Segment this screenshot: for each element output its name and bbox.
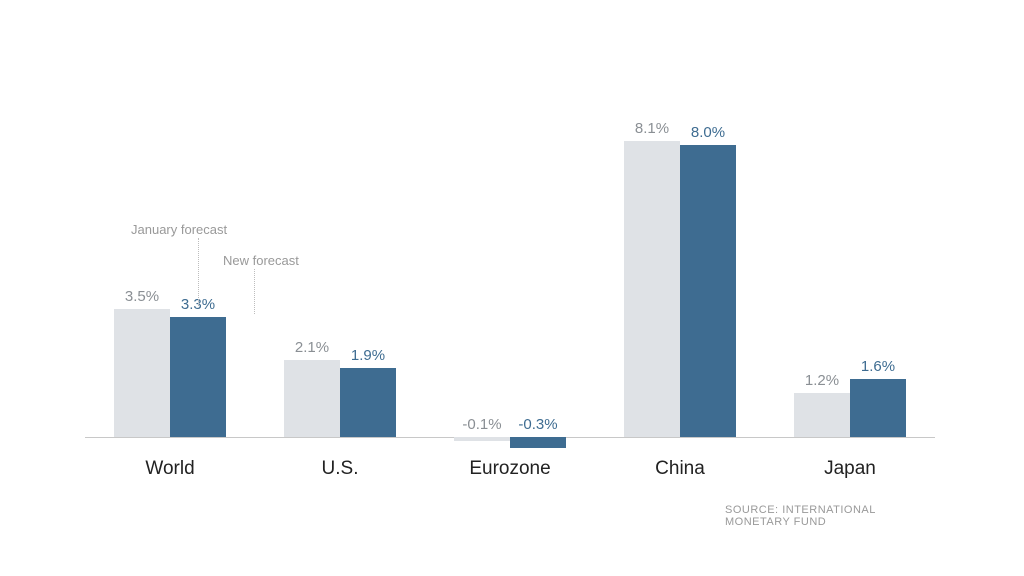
- source-prefix: SOURCE:: [725, 504, 782, 516]
- legend-leader-new: [254, 269, 255, 314]
- bar-new: [850, 379, 906, 437]
- category-label: Japan: [765, 458, 935, 480]
- bar-jan: [624, 141, 680, 437]
- chart-area: 3.5%3.3%World2.1%1.9%U.S.-0.1%-0.3%Euroz…: [85, 50, 935, 480]
- bar-label-new: 1.9%: [340, 347, 396, 364]
- bar-new: [340, 368, 396, 437]
- group-eurozone: -0.1%-0.3% Eurozone: [425, 50, 595, 480]
- bar-new: [510, 437, 566, 448]
- bar-jan: [114, 309, 170, 437]
- chart-source: SOURCE: INTERNATIONAL MONETARY FUND: [725, 504, 935, 528]
- bar-jan: [794, 393, 850, 437]
- legend-leader-jan: [198, 238, 199, 306]
- group-china: 8.1%8.0% China: [595, 50, 765, 480]
- category-label: China: [595, 458, 765, 480]
- bar-label-new: -0.3%: [510, 416, 566, 433]
- bar-label-new: 1.6%: [850, 358, 906, 375]
- category-label: U.S.: [255, 458, 425, 480]
- bar-label-jan: 2.1%: [284, 339, 340, 356]
- bar-label-new: 8.0%: [680, 124, 736, 141]
- legend-label-new: New forecast: [223, 253, 299, 268]
- bar-label-jan: -0.1%: [454, 416, 510, 433]
- bar-label-jan: 8.1%: [624, 120, 680, 137]
- bar-new: [680, 145, 736, 437]
- bar-label-jan: 3.5%: [114, 288, 170, 305]
- bar-jan: [454, 437, 510, 441]
- category-label: Eurozone: [425, 458, 595, 480]
- category-label: World: [85, 458, 255, 480]
- group-japan: 1.2%1.6% Japan: [765, 50, 935, 480]
- legend-label-jan: January forecast: [131, 222, 227, 237]
- bar-new: [170, 317, 226, 437]
- bar-label-jan: 1.2%: [794, 372, 850, 389]
- bar-jan: [284, 360, 340, 437]
